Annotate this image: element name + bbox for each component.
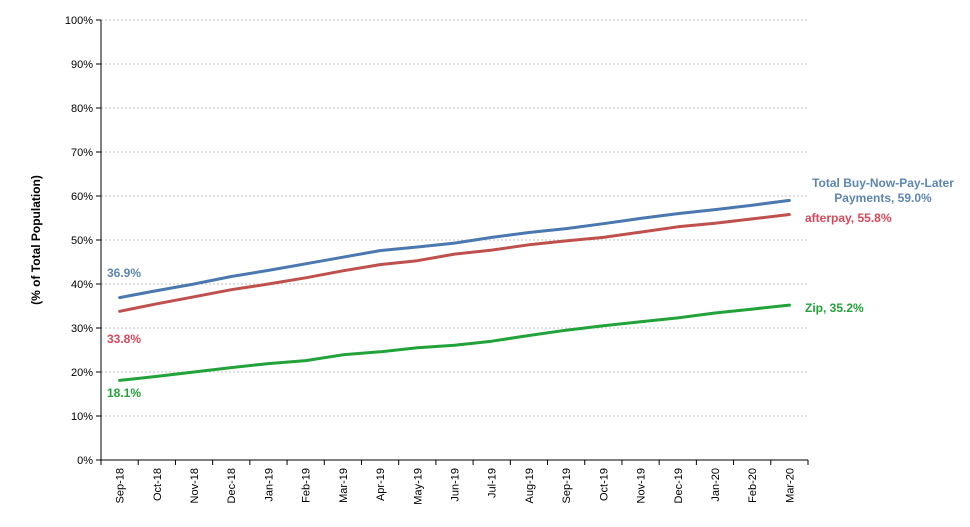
series-end-label-zip: Zip, 35.2% — [805, 301, 864, 315]
x-tick-label: Dec-18 — [226, 468, 238, 503]
x-tick-label: Feb-19 — [301, 468, 313, 503]
y-axis-label: (% of Total Population) — [29, 175, 43, 305]
series-lines — [118, 198, 791, 382]
gridlines — [101, 19, 808, 417]
x-tick-label: Jun-19 — [450, 468, 462, 502]
y-axis: 0% 10% 20% 30% 40% 50% 60% 70% 80% 90% 100% — [65, 15, 102, 467]
y-tick-label: 100% — [65, 15, 93, 27]
x-tick-label: Apr-19 — [375, 468, 387, 501]
x-tick-label: Jan-20 — [710, 468, 722, 502]
y-tick-label: 60% — [71, 191, 93, 203]
y-tick-label: 20% — [71, 367, 93, 379]
x-tick-label: Dec-19 — [673, 468, 685, 503]
series-line-afterpay — [118, 213, 791, 313]
y-tick-label: 90% — [71, 59, 93, 71]
x-tick-label: Oct-18 — [152, 468, 164, 501]
series-line-total-buy-now-pay-later-payments — [118, 198, 791, 300]
x-tick-label: Nov-19 — [636, 468, 648, 503]
x-axis: Sep-18 Oct-18 Nov-18 Dec-18 Jan-19 Feb-19 Mar-… — [100, 459, 809, 505]
series-end-label-total-line1: Total Buy-Now-Pay-Later — [812, 176, 954, 190]
x-tick-label: Mar-20 — [784, 468, 796, 503]
x-tick-label: Mar-19 — [338, 468, 350, 503]
x-tick-label: Sep-18 — [115, 468, 127, 503]
x-tick-label: Jul-19 — [487, 468, 499, 498]
y-tick-label: 10% — [71, 411, 93, 423]
series-start-label-total: 36.9% — [107, 266, 141, 280]
y-tick-label: 50% — [71, 235, 93, 247]
series-line-zip — [118, 303, 791, 382]
y-tick-label: 70% — [71, 147, 93, 159]
x-tick-label: Jan-19 — [263, 468, 275, 502]
y-tick-label: 0% — [77, 455, 93, 467]
x-tick-label: Nov-18 — [189, 468, 201, 503]
x-tick-label: Sep-19 — [561, 468, 573, 503]
y-tick-label: 80% — [71, 103, 93, 115]
y-tick-label: 40% — [71, 279, 93, 291]
y-tick-label: 30% — [71, 323, 93, 335]
x-tick-label: May-19 — [412, 468, 424, 505]
series-end-label-total-line2: Payments, 59.0% — [834, 191, 932, 205]
x-tick-label: Feb-20 — [747, 468, 759, 503]
x-tick-label: Oct-19 — [598, 468, 610, 501]
series-end-label-afterpay: afterpay, 55.8% — [805, 211, 892, 225]
series-start-label-afterpay: 33.8% — [107, 332, 141, 346]
x-tick-label: Aug-19 — [524, 468, 536, 503]
series-start-label-zip: 18.1% — [107, 386, 141, 400]
